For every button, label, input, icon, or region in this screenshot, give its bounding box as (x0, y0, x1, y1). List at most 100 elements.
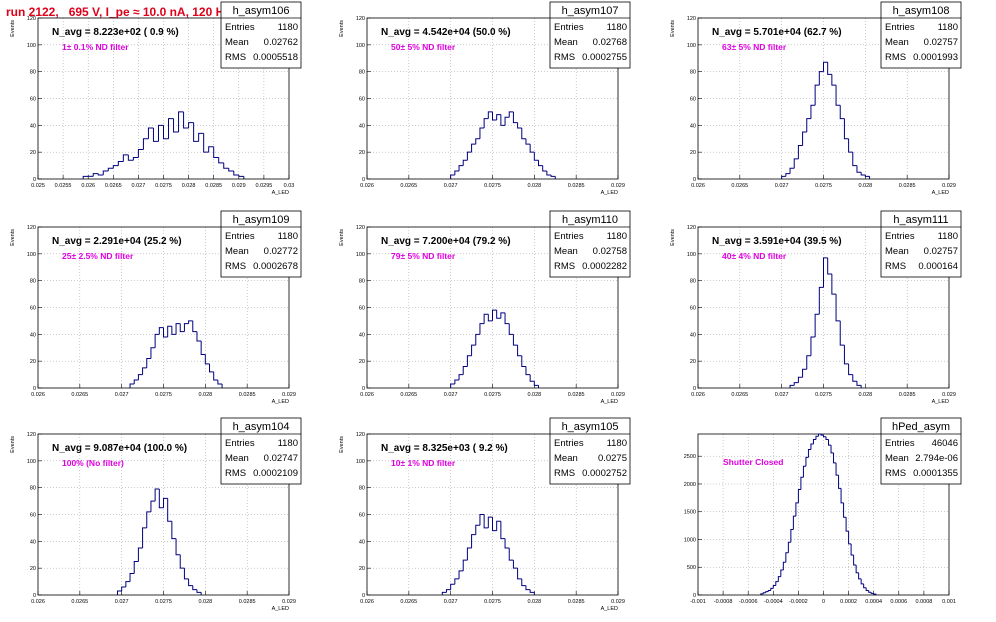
histogram-bin (504, 538, 510, 549)
histogram-bin (171, 326, 177, 335)
x-axis-label: A_LED (272, 606, 289, 612)
histogram-bin (533, 152, 539, 161)
x-tick-label: 0.0275 (155, 599, 172, 605)
y-axis-label: Events (339, 229, 345, 246)
histogram-bin (780, 569, 784, 577)
y-axis-label: Events (339, 436, 345, 453)
histogram-bin (858, 572, 862, 580)
histogram-bin (167, 498, 172, 522)
stats-mean-label: Mean (554, 246, 578, 257)
histogram-bin (158, 327, 164, 335)
x-tick-label: 0.0285 (568, 599, 585, 605)
histogram-bin (146, 357, 151, 368)
y-tick-label: 2500 (684, 454, 696, 460)
x-tick-label: 0.0275 (484, 392, 501, 398)
y-tick-label: 100 (27, 459, 36, 465)
histogram-bin (517, 122, 522, 129)
histogram-bin (450, 174, 455, 179)
histogram-bin (479, 127, 485, 139)
stats-rms-value: 0.0002678 (253, 261, 298, 272)
stats-rms-label: RMS (554, 261, 575, 272)
panel-h_asym111: 0.026 0.0265 0.027 0.0275 0.028 0.0285 0.029 0 2… (670, 210, 962, 405)
histogram-bin (133, 379, 139, 384)
histogram-bin (218, 157, 224, 164)
histogram-bin (479, 514, 485, 526)
y-tick-label: 40 (690, 332, 696, 338)
histogram-bin (475, 333, 480, 346)
stats-entries-label: Entries (554, 438, 584, 449)
histogram-bin (525, 138, 531, 145)
histogram-bin (512, 334, 518, 346)
histogram-bin (810, 336, 816, 356)
stats-entries-value: 1180 (607, 22, 627, 33)
histogram-bin (454, 578, 460, 585)
stats-title: h_asym107 (562, 5, 619, 17)
histogram-bin (500, 521, 506, 540)
histogram-bin (873, 593, 877, 595)
x-axis-label: A_LED (932, 399, 949, 405)
histogram-bin (163, 497, 168, 508)
histogram-bin (533, 381, 539, 386)
histogram-bin (133, 560, 139, 574)
histogram-bin (137, 374, 143, 380)
y-tick-label: 0 (693, 593, 696, 599)
y-tick-label: 60 (359, 97, 365, 103)
stats-box (220, 210, 302, 278)
histogram-bin (483, 118, 489, 129)
stats-mean-label: Mean (885, 37, 909, 48)
histogram-bin (203, 133, 209, 153)
histogram-bin (487, 516, 493, 528)
histogram-bin (483, 514, 489, 529)
histogram-bin (458, 165, 464, 171)
x-tick-label: 0.029 (942, 183, 956, 189)
x-tick-label: 0.027 (115, 599, 129, 605)
histogram-bin (843, 118, 849, 140)
filter-label: Shutter Closed (723, 457, 783, 467)
histogram-bin (142, 138, 149, 150)
histogram-bin (158, 489, 164, 509)
histogram-bin (213, 146, 219, 159)
stats-box (549, 210, 631, 278)
y-tick-label: 120 (687, 225, 696, 231)
histogram-bin (462, 366, 468, 375)
histogram-bin (466, 355, 472, 367)
histogram-bin (127, 154, 134, 161)
x-axis-label: A_LED (272, 190, 289, 196)
filter-label: 25± 2.5% ND filter (62, 251, 134, 261)
x-tick-label: 0.028 (858, 392, 872, 398)
x-tick-label: 0.0275 (484, 599, 501, 605)
stats-entries-value: 1180 (278, 231, 298, 242)
histogram-bin (810, 443, 814, 450)
y-axis-label: Events (10, 229, 16, 246)
histogram-bin (167, 325, 172, 338)
stats-mean-label: Mean (885, 453, 909, 464)
histogram-bin (445, 589, 451, 593)
x-tick-label: 0.026 (31, 392, 45, 398)
x-tick-label: 0.0265 (400, 599, 417, 605)
histogram-bin (496, 114, 501, 120)
histogram-bin (775, 581, 779, 586)
n-avg-label: N_avg = 5.701e+04 (62.7 %) (712, 27, 842, 38)
y-tick-label: 0 (362, 593, 365, 599)
y-tick-label: 100 (356, 252, 365, 258)
histogram-bin (820, 434, 824, 436)
histogram-bin (765, 591, 769, 593)
histogram-bin (550, 174, 556, 177)
y-tick-label: 0 (693, 386, 696, 392)
histogram-bin (852, 374, 857, 382)
n-avg-label: N_avg = 3.591e+04 (39.5 %) (712, 236, 842, 247)
panel-h_asym108: 0.026 0.0265 0.027 0.0275 0.028 0.0285 0.029 0 2… (670, 1, 962, 196)
histogram-bin (196, 331, 202, 342)
histogram-bin (529, 144, 535, 153)
x-tick-label: 0.001 (942, 599, 956, 605)
y-tick-label: 120 (27, 432, 36, 438)
histogram-bin (492, 309, 497, 321)
x-tick-label: 0.0265 (731, 392, 748, 398)
y-tick-label: 120 (27, 225, 36, 231)
stats-rms-value: 0.0002109 (253, 468, 298, 479)
histogram-bin (125, 581, 131, 587)
histogram-bin (192, 320, 197, 333)
histogram-bin (150, 347, 156, 359)
x-tick-label: 0.027 (115, 392, 129, 398)
x-tick-label: 0.0265 (105, 183, 122, 189)
